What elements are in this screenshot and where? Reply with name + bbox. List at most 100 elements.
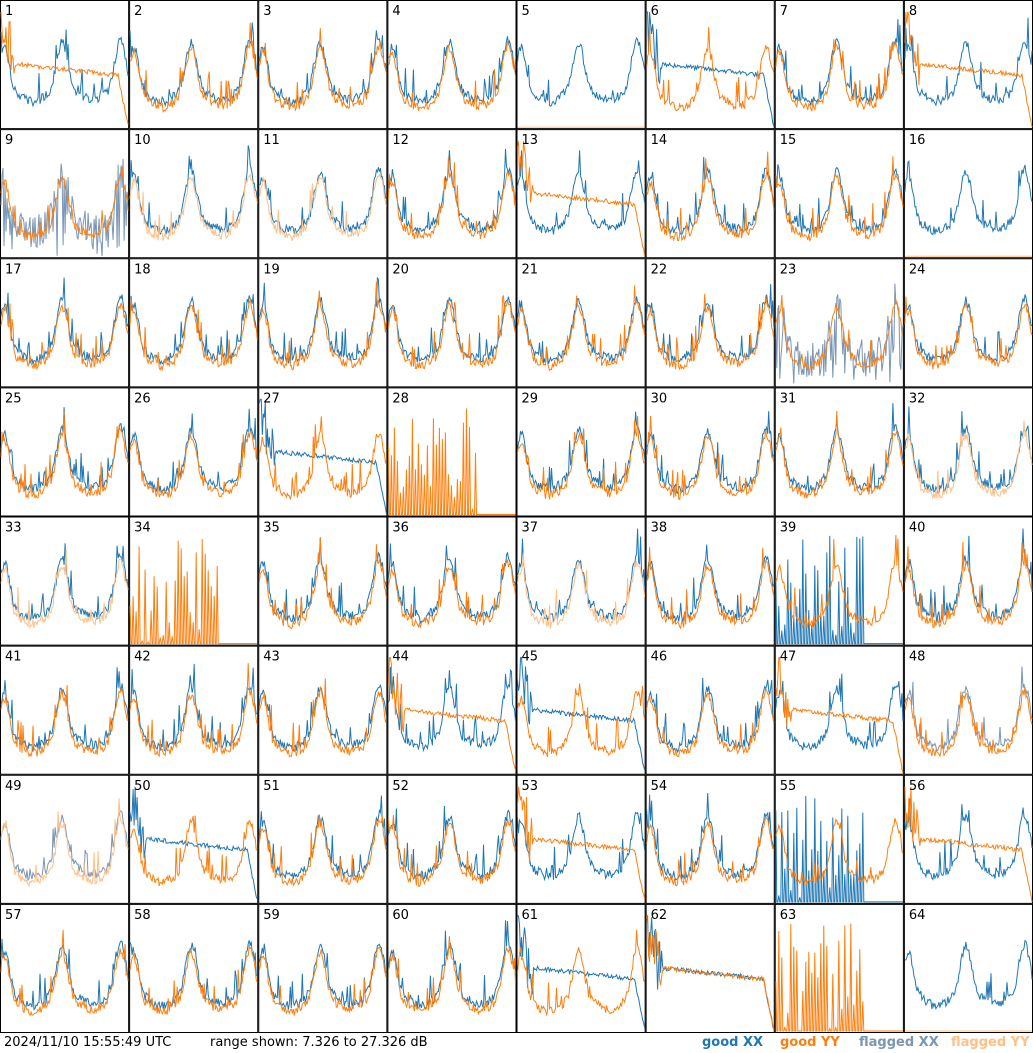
panel-label: 11 — [263, 133, 280, 148]
panel-label: 18 — [134, 262, 151, 277]
yy-trace — [0, 166, 129, 242]
legend-flagged-xx: flagged XX — [859, 1035, 939, 1050]
panel-frame — [645, 0, 775, 130]
xx-trace — [0, 938, 129, 1011]
xx-trace — [0, 543, 129, 623]
panel-frame — [774, 645, 904, 775]
xx-trace — [258, 277, 387, 364]
panel-label: 9 — [5, 133, 13, 148]
panel-label: 19 — [263, 262, 280, 277]
xx-trace — [775, 795, 903, 903]
panel-label: 36 — [392, 521, 409, 536]
xx-trace — [646, 792, 775, 881]
panel-frame — [129, 0, 259, 130]
panel-frame — [645, 516, 775, 646]
panel-label: 30 — [651, 391, 668, 406]
xx-trace — [775, 673, 904, 751]
panel-label: 29 — [522, 391, 539, 406]
xx-trace — [258, 795, 387, 880]
yy-trace — [387, 408, 516, 515]
legend-good-yy: good YY — [780, 1035, 840, 1050]
yy-trace — [388, 41, 516, 111]
panel-frame — [903, 903, 1033, 1033]
yy-trace — [517, 415, 645, 500]
xx-trace — [387, 543, 516, 625]
panel-label: 15 — [780, 133, 797, 148]
xx-trace — [775, 19, 904, 106]
panel-label: 3 — [263, 4, 271, 19]
yy-trace — [258, 814, 387, 887]
yy-trace — [775, 657, 904, 773]
panel-frame — [129, 129, 259, 259]
panel-frame — [645, 387, 775, 517]
panel-frame — [387, 903, 517, 1033]
panel-frame — [645, 774, 775, 904]
xx-trace — [904, 17, 1033, 107]
panel-frame — [516, 516, 646, 646]
panel-label: 1 — [5, 4, 13, 19]
panel-frame — [0, 774, 130, 904]
yy-trace — [387, 295, 516, 370]
panel-label: 21 — [522, 262, 539, 277]
panel-label: 4 — [392, 4, 400, 19]
panel-label: 52 — [392, 779, 409, 794]
panel-label: 37 — [522, 521, 539, 536]
xx-trace — [0, 158, 129, 257]
yy-trace — [904, 687, 1033, 758]
yy-trace — [646, 293, 775, 371]
panel-frame — [258, 903, 388, 1033]
panel-frame — [516, 774, 646, 904]
panel-label: 44 — [392, 650, 409, 665]
xx-trace — [258, 683, 387, 752]
panel-frame — [0, 387, 130, 517]
footer: 2024/11/10 15:55:49 UTC range shown: 7.3… — [0, 1033, 1033, 1053]
yy-trace — [517, 786, 646, 899]
panel-label: 7 — [780, 4, 788, 19]
panel-frame — [645, 258, 775, 388]
panel-frame — [774, 774, 904, 904]
panel-label: 33 — [5, 521, 22, 536]
yy-trace — [517, 683, 646, 758]
xx-trace — [129, 786, 258, 900]
panel-label: 13 — [522, 133, 539, 148]
yy-trace — [517, 552, 646, 629]
legend-flagged-yy: flagged YY — [951, 1035, 1030, 1050]
panel-label: 60 — [392, 908, 409, 923]
panel-frame — [129, 387, 259, 517]
yy-trace — [387, 157, 516, 240]
yy-trace — [387, 559, 516, 629]
panel-label: 40 — [909, 521, 926, 536]
yy-trace — [0, 302, 129, 371]
panel-label: 53 — [522, 779, 539, 794]
yy-trace — [258, 173, 387, 241]
panel-frame — [774, 0, 904, 130]
panel-frame — [387, 258, 517, 388]
panel-label: 41 — [5, 650, 22, 665]
yy-trace — [775, 534, 904, 629]
yy-trace — [646, 24, 775, 112]
yy-trace — [517, 141, 646, 257]
panel-frame — [258, 774, 388, 904]
yy-trace — [0, 549, 129, 630]
panel-label: 25 — [5, 391, 22, 406]
panel-label: 17 — [5, 262, 22, 277]
xx-trace — [904, 159, 1033, 236]
panel-label: 6 — [651, 4, 659, 19]
panel-label: 43 — [263, 650, 280, 665]
yy-trace — [0, 11, 129, 125]
yy-trace — [904, 11, 1033, 128]
yy-trace — [258, 416, 387, 501]
panel-label: 22 — [651, 262, 668, 277]
panel-frame — [645, 903, 775, 1033]
yy-trace — [646, 151, 775, 242]
panel-frame — [258, 0, 388, 130]
yy-trace — [904, 786, 1033, 902]
panel-frame — [0, 645, 130, 775]
panel-frame — [258, 387, 388, 517]
panel-label: 51 — [263, 779, 280, 794]
panel-frame — [0, 258, 130, 388]
yy-trace — [904, 420, 1033, 500]
yy-trace — [646, 415, 775, 501]
panel-label: 63 — [780, 908, 797, 923]
